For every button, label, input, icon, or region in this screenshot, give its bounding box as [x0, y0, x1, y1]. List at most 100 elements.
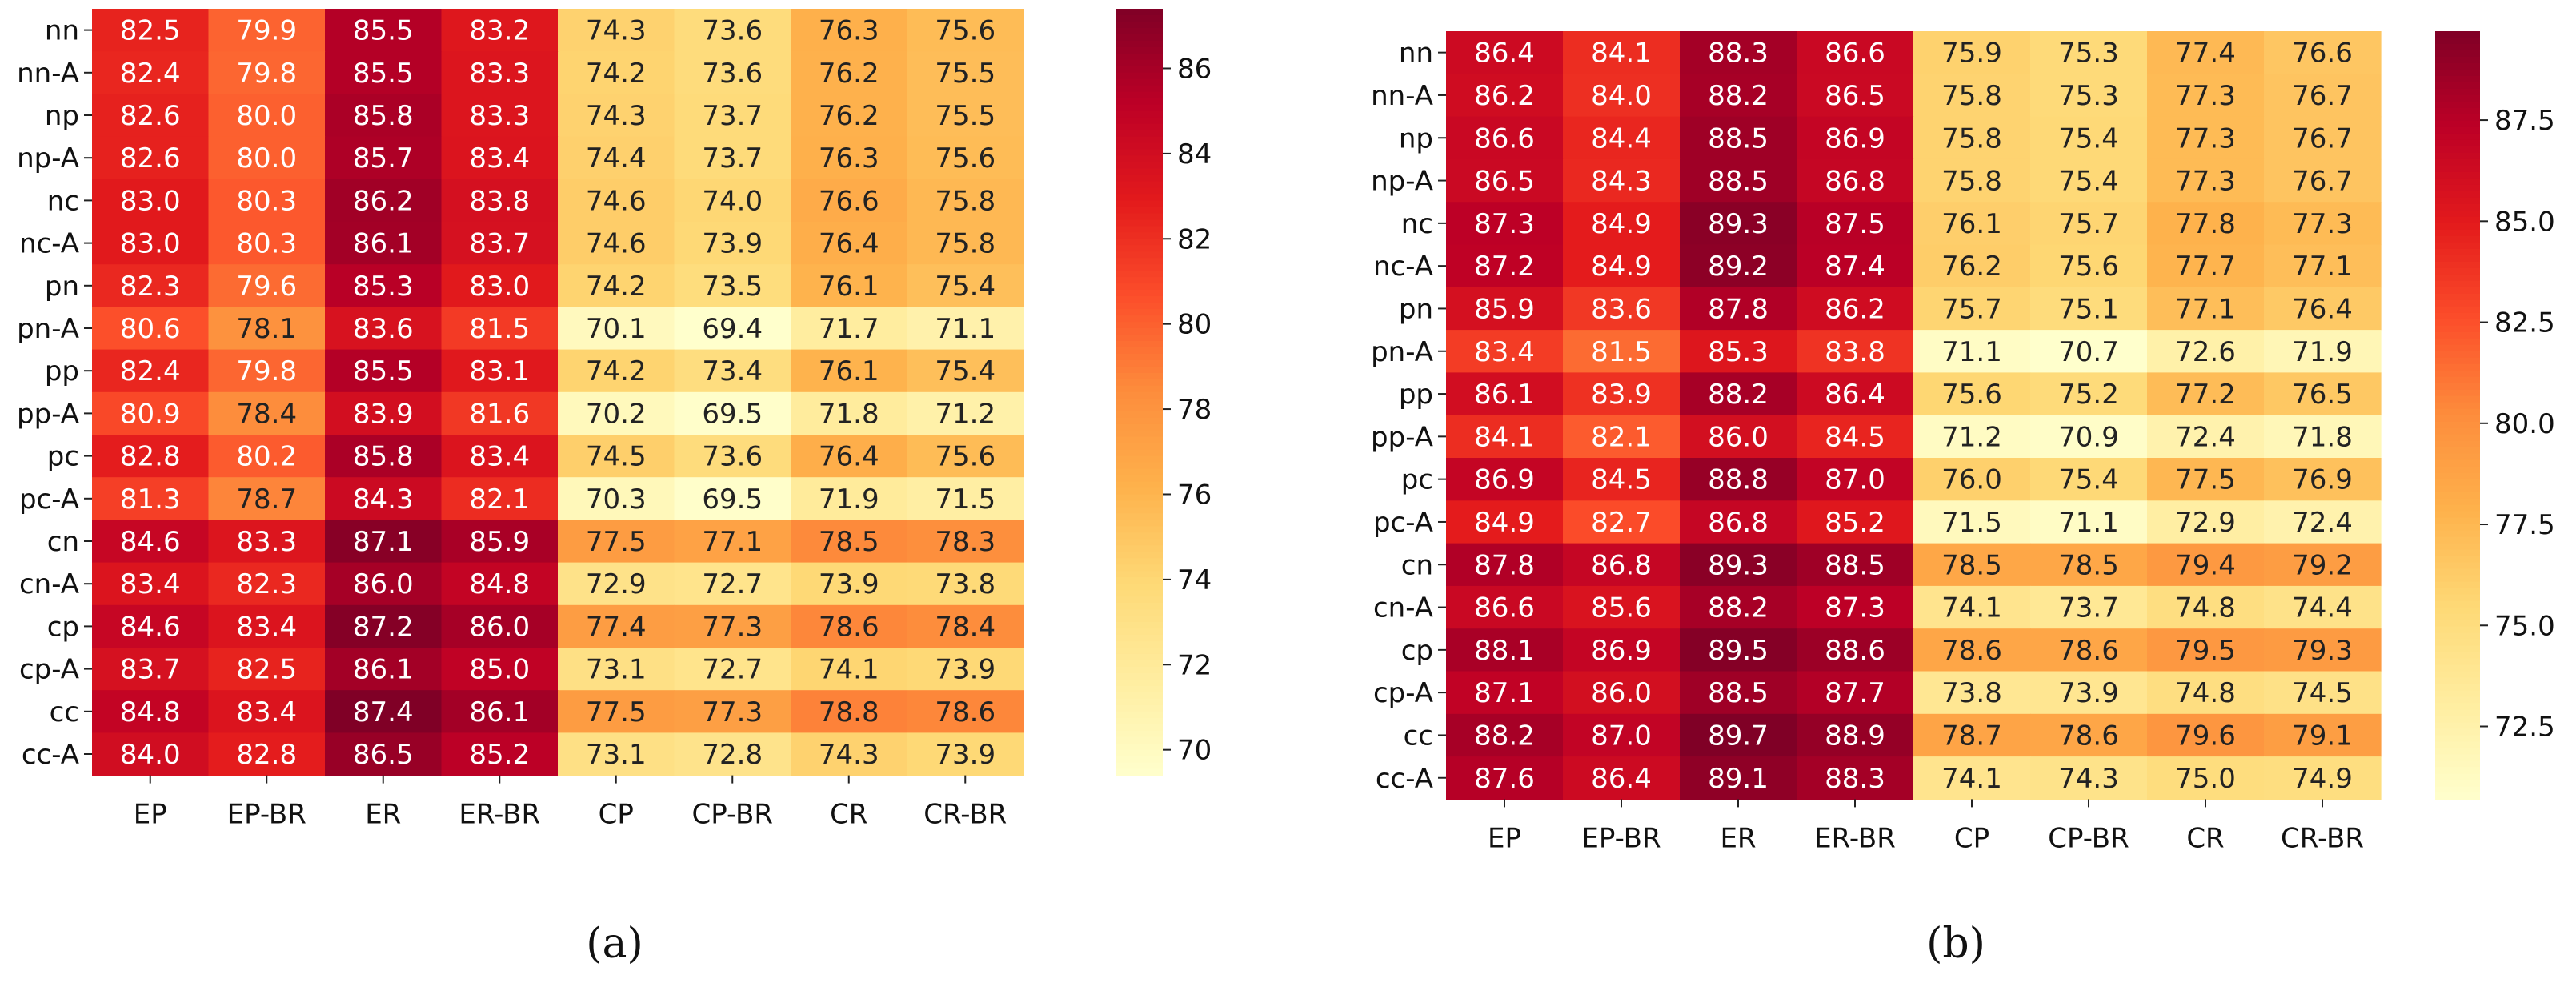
- heatmap-cell: [1913, 713, 2031, 757]
- cell-value-label: 71.1: [935, 313, 996, 345]
- colorbar-segment: [2435, 223, 2480, 231]
- colorbar-segment: [2435, 427, 2480, 435]
- colorbar-segment: [1116, 359, 1163, 367]
- colorbar-segment: [1116, 616, 1163, 623]
- colorbar-segment: [2435, 261, 2480, 269]
- colorbar-segment: [1116, 513, 1163, 521]
- heatmap-cell: [558, 477, 675, 520]
- x-tick-label: CP: [1954, 822, 1989, 854]
- cell-value-label: 82.5: [236, 654, 297, 686]
- cell-value-label: 76.7: [2292, 80, 2353, 112]
- colorbar-segment: [1116, 251, 1163, 259]
- colorbar-segment: [2435, 191, 2480, 199]
- cell-value-label: 73.8: [1941, 677, 2002, 709]
- cell-value-label: 73.7: [702, 142, 763, 175]
- colorbar-segment: [1116, 181, 1163, 189]
- heatmap-cell: [325, 604, 443, 648]
- cell-value-label: 71.5: [1941, 507, 2002, 539]
- colorbar-segment: [2435, 306, 2480, 314]
- colorbar-segment: [2435, 184, 2480, 192]
- cell-value-label: 86.2: [1825, 293, 1885, 325]
- heatmap-cell: [1913, 415, 2031, 459]
- colorbar-segment: [2435, 658, 2480, 666]
- colorbar-tick-label: 72: [1177, 649, 1212, 681]
- y-tick-label: cp: [47, 611, 79, 643]
- colorbar-segment: [2435, 767, 2480, 775]
- cell-value-label: 88.3: [1708, 38, 1769, 70]
- heatmap-cell: [208, 222, 326, 265]
- cell-value-label: 76.1: [819, 355, 879, 387]
- colorbar-segment: [2435, 31, 2480, 38]
- heatmap-cell: [907, 136, 1024, 180]
- cell-value-label: 73.6: [702, 15, 763, 47]
- heatmap-cell: [208, 94, 326, 138]
- colorbar-tick-label: 75.0: [2494, 610, 2555, 642]
- colorbar-segment: [1116, 78, 1163, 86]
- colorbar-segment: [2435, 37, 2480, 45]
- x-tick-label: CR: [2186, 822, 2224, 854]
- cell-value-label: 75.6: [2058, 251, 2119, 283]
- cell-value-label: 74.8: [2175, 592, 2236, 624]
- heatmap-cell: [1797, 74, 1914, 118]
- cell-value-label: 77.5: [2175, 464, 2236, 496]
- heatmap-cell: [674, 648, 791, 691]
- cell-value-label: 83.8: [469, 185, 530, 217]
- panel-label: (b): [1926, 920, 1985, 968]
- heatmap-cell: [1563, 671, 1681, 715]
- cell-value-label: 73.9: [935, 739, 996, 771]
- cell-value-label: 75.5: [935, 100, 996, 132]
- heatmap-cell: [1797, 756, 1914, 800]
- heatmap-cell: [674, 562, 791, 606]
- cell-value-label: 79.3: [2292, 635, 2353, 667]
- colorbar-segment: [2435, 581, 2480, 589]
- heatmap-cell: [92, 477, 210, 520]
- cell-value-label: 73.9: [702, 228, 763, 260]
- colorbar-segment: [1116, 468, 1163, 476]
- heatmap-cell: [2030, 671, 2148, 715]
- colorbar-segment: [2435, 56, 2480, 64]
- y-tick-label: nc: [47, 185, 79, 217]
- colorbar-segment: [1116, 142, 1163, 150]
- heatmap-cell: [1680, 713, 1797, 757]
- heatmap-cell: [1563, 244, 1681, 288]
- heatmap-cell: [2264, 158, 2382, 203]
- cell-value-label: 88.5: [1708, 122, 1769, 154]
- cell-value-label: 75.8: [935, 228, 996, 260]
- cell-value-label: 71.2: [935, 398, 996, 430]
- cell-value-label: 84.8: [120, 696, 181, 728]
- colorbar-segment: [2435, 126, 2480, 134]
- heatmap-cell: [441, 136, 559, 180]
- cell-value-label: 84.6: [120, 526, 181, 558]
- colorbar-segment: [1116, 264, 1163, 271]
- colorbar-segment: [2435, 728, 2480, 736]
- colorbar-segment: [2435, 479, 2480, 487]
- cell-value-label: 85.5: [353, 355, 414, 387]
- heatmap-cell: [2030, 756, 2148, 800]
- heatmap-cell: [1563, 116, 1681, 160]
- heatmap-cell: [2030, 244, 2148, 288]
- cell-value-label: 83.0: [469, 271, 530, 303]
- colorbar-segment: [2435, 216, 2480, 224]
- colorbar-segment: [1116, 391, 1163, 399]
- colorbar-segment: [1116, 475, 1163, 483]
- cell-value-label: 79.1: [2292, 720, 2353, 752]
- cell-value-label: 73.9: [819, 568, 879, 600]
- x-tick-label: ER: [1720, 822, 1756, 854]
- y-tick-label: pp-A: [1371, 421, 1433, 453]
- cell-value-label: 82.6: [120, 142, 181, 175]
- heatmap-cell: [1680, 756, 1797, 800]
- heatmap-cell: [441, 648, 559, 691]
- colorbar-segment: [2435, 293, 2480, 301]
- colorbar-segment: [2435, 652, 2480, 660]
- colorbar-segment: [2435, 325, 2480, 333]
- colorbar-segment: [1116, 72, 1163, 80]
- colorbar-segment: [1116, 507, 1163, 515]
- heatmap-cell: [1680, 31, 1797, 74]
- x-tick-label: EP-BR: [1581, 822, 1661, 854]
- heatmap-cell: [558, 391, 675, 435]
- heatmap-cell: [325, 562, 443, 606]
- cell-value-label: 77.3: [2175, 80, 2236, 112]
- cell-value-label: 76.6: [2292, 38, 2353, 70]
- cell-value-label: 89.2: [1708, 251, 1769, 283]
